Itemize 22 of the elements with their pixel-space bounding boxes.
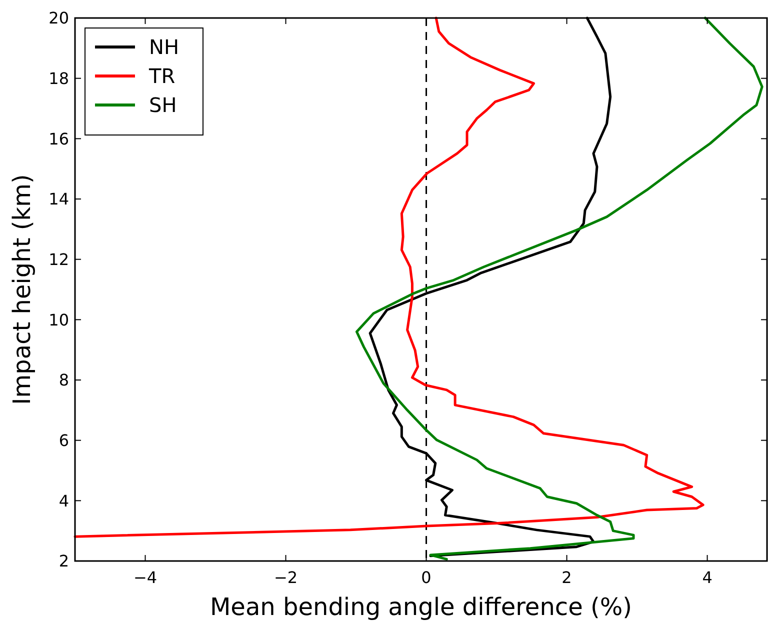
legend-label: NH <box>149 35 179 59</box>
x-axis-title: Mean bending angle difference (%) <box>210 593 632 621</box>
y-tick-label: 12 <box>48 250 69 269</box>
x-tick-label: 0 <box>421 568 432 587</box>
x-tick-label: −4 <box>133 568 158 587</box>
legend-label: TR <box>148 64 176 88</box>
y-tick-label: 14 <box>48 190 69 209</box>
y-tick-label: 20 <box>48 8 69 28</box>
x-tick-label: 4 <box>702 568 712 587</box>
line-series <box>355 16 764 560</box>
x-tick-label: −2 <box>274 568 298 587</box>
y-tick-label: 16 <box>48 129 69 148</box>
line-series <box>74 16 704 538</box>
y-tick-label: 10 <box>48 310 69 330</box>
x-tick-label: 2 <box>562 568 572 587</box>
y-tick-label: 8 <box>58 370 69 390</box>
y-tick-label: 2 <box>58 552 69 571</box>
y-tick-label: 6 <box>58 430 69 450</box>
y-tick-label: 4 <box>58 491 69 510</box>
legend-label: SH <box>149 93 177 117</box>
y-tick-label: 18 <box>48 68 69 88</box>
y-axis-title: Impact height (km) <box>8 174 36 405</box>
